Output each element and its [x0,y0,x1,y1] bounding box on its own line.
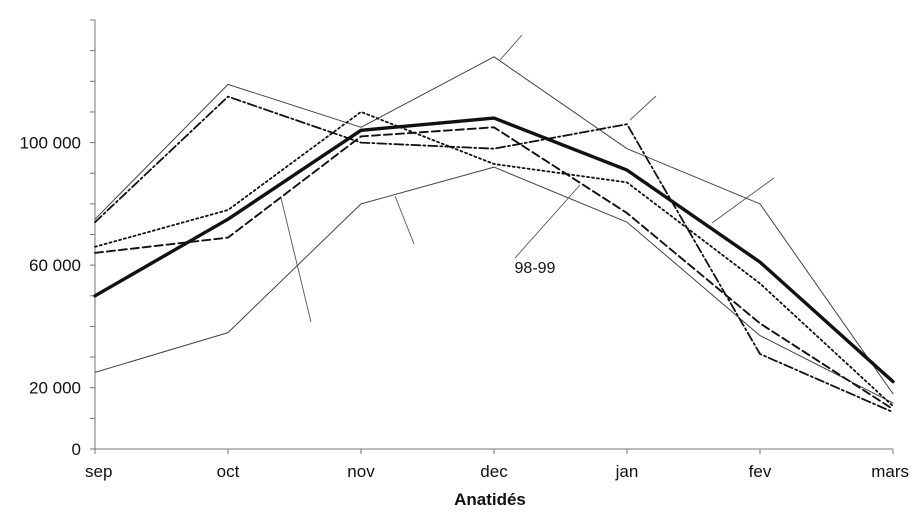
x-tick-label: fev [749,462,772,481]
series-line-thin-solid [94,166,894,404]
x-tick-label: nov [347,462,375,481]
y-tick-label: 100 000 [20,134,81,153]
x-tick-label: mars [871,462,909,481]
series-line-dashed [94,126,894,411]
annotation-98-99: 98-99 [515,260,556,277]
y-tick-label: 20 000 [29,379,81,398]
series-line-thin-solid [94,56,894,395]
leader-line [499,34,523,61]
leader-line [514,184,581,259]
y-tick-label: 0 [72,440,81,459]
x-axis-title: Anatidés [454,490,526,509]
series-lines [93,56,895,414]
leader-lines [280,34,775,323]
leader-line [280,197,312,323]
series-line-dash-dot [94,95,894,414]
leader-line [394,195,415,245]
x-tick-label: sep [85,462,112,481]
series-line-bold-solid [93,116,895,384]
x-tick-label: oct [217,462,240,481]
y-axis-ticks: 0 20 000 60 000 100 000 [20,19,95,459]
leader-line [629,95,657,121]
x-tick-label: jan [615,462,639,481]
x-tick-label: dec [480,462,508,481]
leader-line [711,177,775,224]
x-axis-ticks: sep oct nov dec jan fev mars [85,449,909,481]
series-line-dotted [94,111,894,408]
y-tick-label: 60 000 [29,256,81,275]
